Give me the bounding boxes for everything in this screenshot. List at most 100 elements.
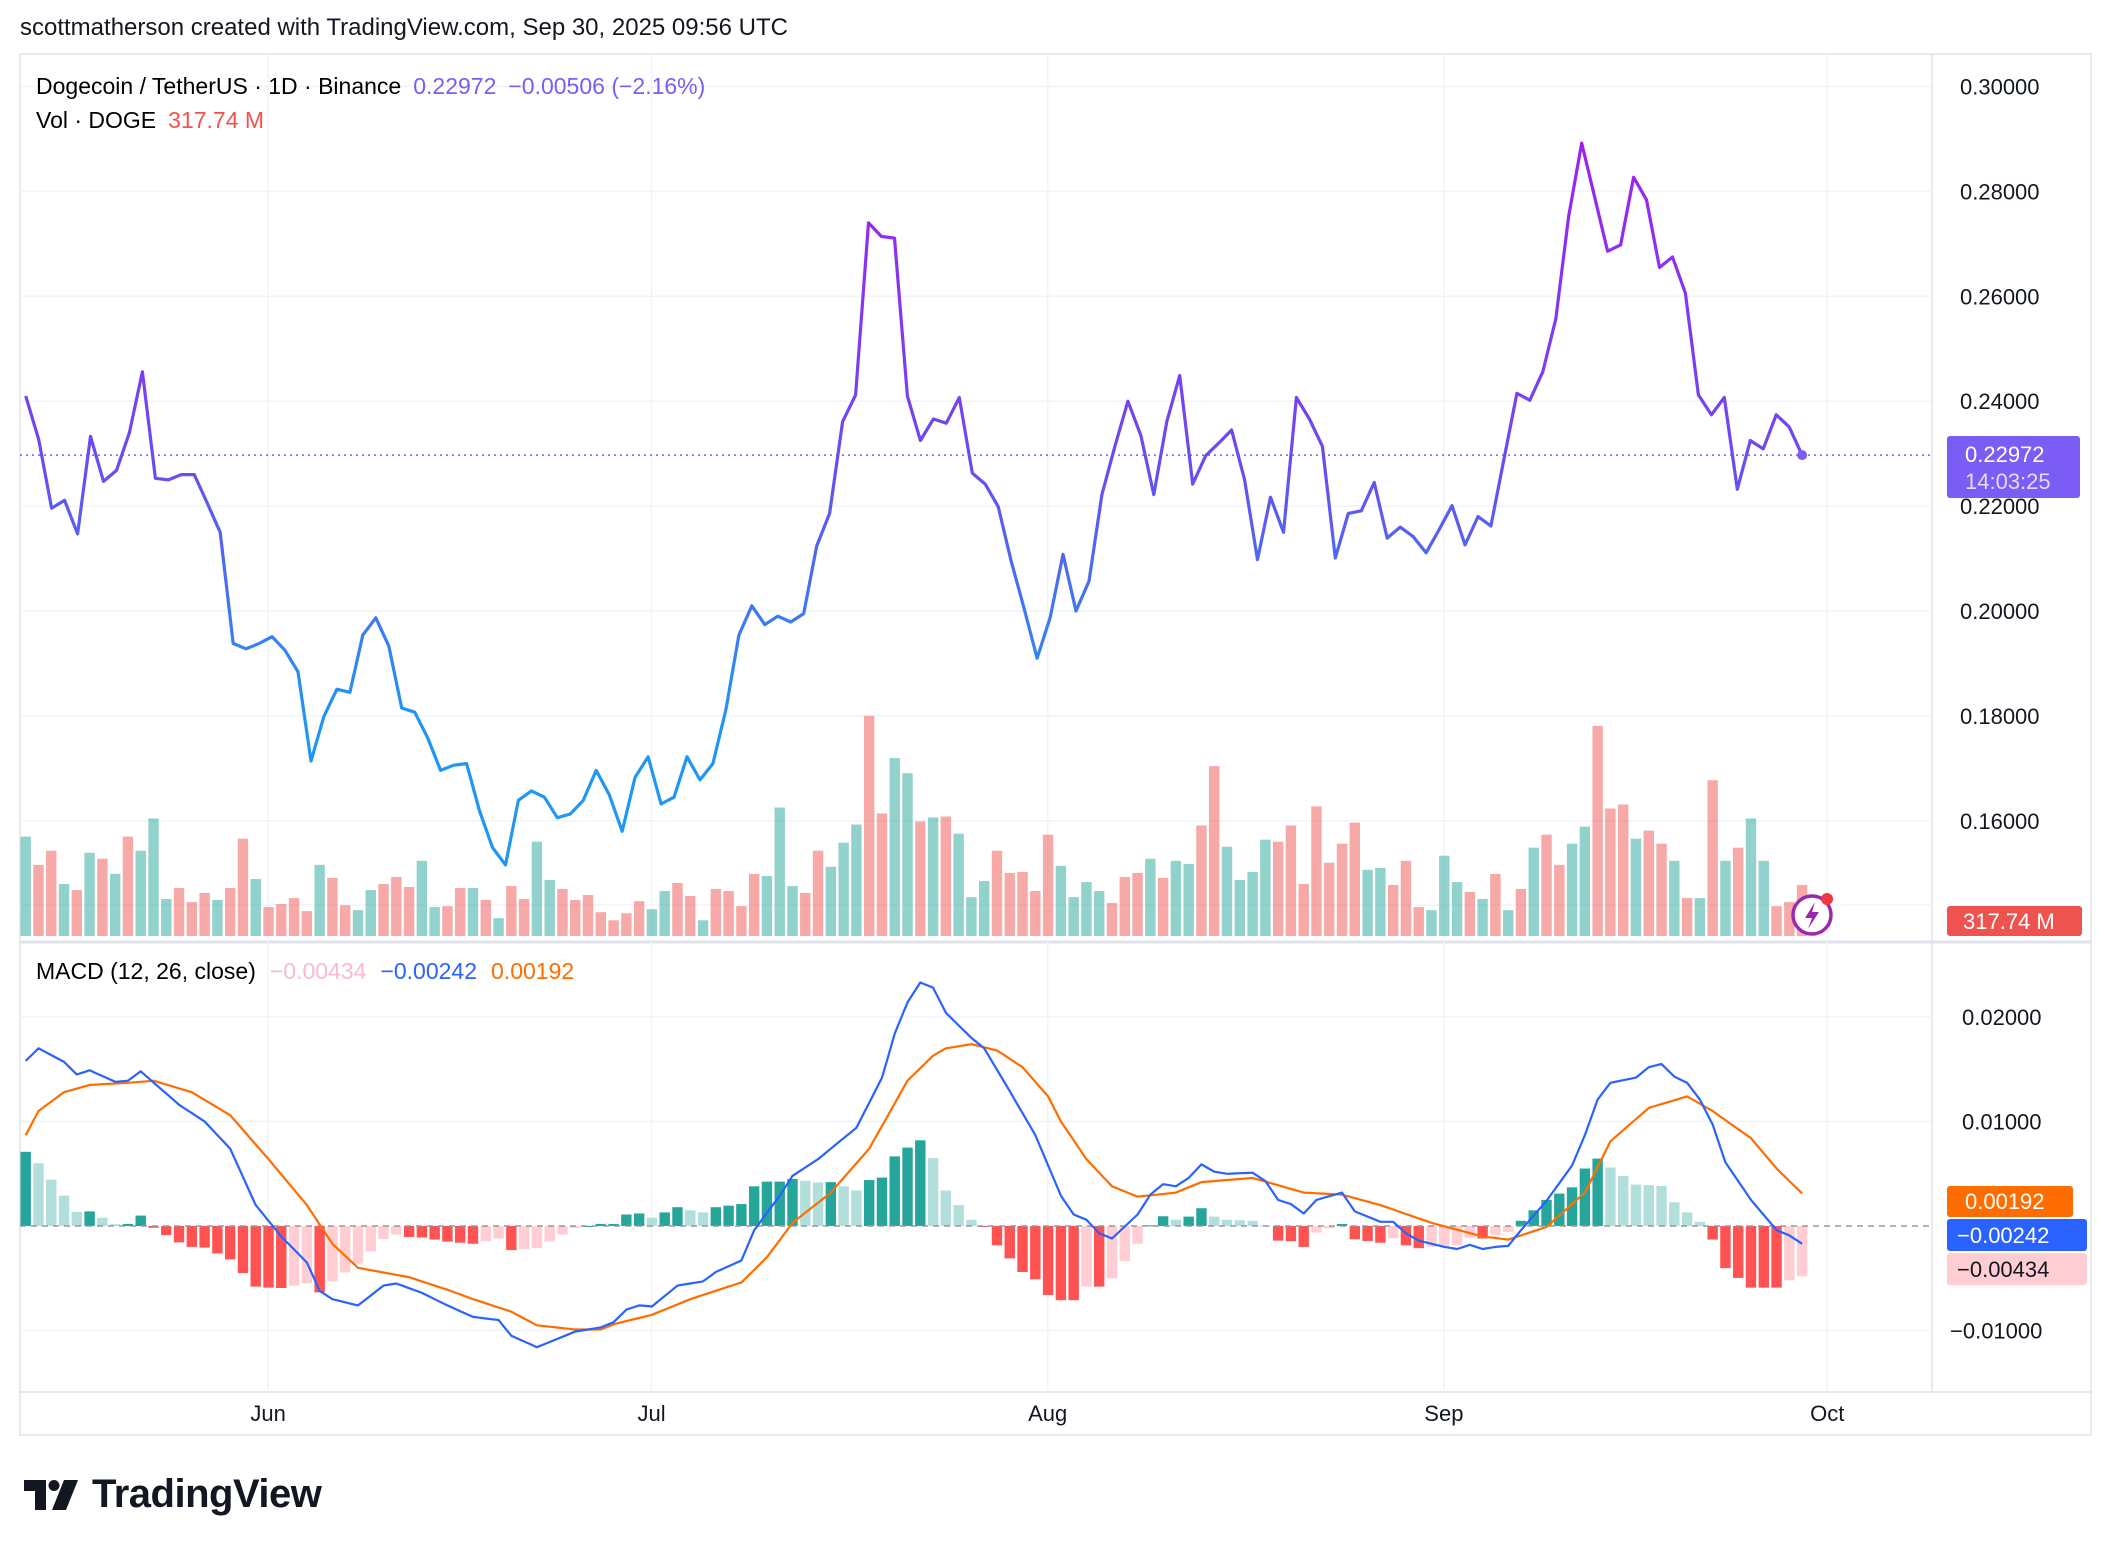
macd-histogram-bar [1566,1187,1578,1226]
volume-badge-value: 317.74 M [1963,909,2055,934]
volume-bar [876,813,888,936]
volume-bar [1477,899,1488,936]
volume-bar [518,899,530,936]
chart-area[interactable]: 0.30000 0.28000 0.26000 0.24000 0.22000 0.200… [0,0,2108,1460]
time-tick-label: Aug [1028,1401,1067,1426]
volume-bar [480,900,491,936]
macd-histogram-bar [1439,1226,1450,1247]
volume-bar [122,836,134,936]
macd-histogram-bar [20,1151,31,1226]
volume-bar [1707,780,1718,936]
volume-bar [1490,873,1501,936]
volume-bar [672,883,683,936]
macd-histogram-bar [902,1147,913,1226]
macd-histogram-bar [1796,1226,1808,1277]
volume-bar [97,858,108,936]
volume-bar [761,875,773,936]
volume-bar [455,887,466,936]
tradingview-logo[interactable]: TradingView [24,1472,322,1517]
volume-bar [1209,766,1220,936]
macd-histogram-bar [1068,1226,1079,1301]
volume-bar [1400,860,1412,936]
macd-histogram-bar [940,1190,952,1226]
macd-histogram-bar [685,1210,696,1226]
macd-histogram-bar [250,1226,261,1287]
volume-bar [697,920,709,936]
price-tick-label: 0.16000 [1960,809,2040,834]
macd-histogram-bar [991,1226,1003,1246]
volume-bar [1132,872,1143,936]
volume-bar [1669,860,1680,936]
volume-bar [953,833,964,936]
macd-histogram-bar [352,1226,364,1264]
macd-histogram-bar [825,1182,837,1226]
macd-histogram-bar [1451,1226,1463,1246]
macd-histogram-bar [1247,1220,1258,1226]
volume-bar [340,905,351,936]
volume-bar [1592,725,1603,936]
macd-histogram-bar [493,1226,504,1239]
tradingview-logo-icon [24,1479,78,1510]
volume-bar [1528,847,1539,936]
macd-histogram-bar [1234,1220,1245,1226]
macd-histogram-bar [1733,1226,1744,1278]
volume-bar [161,899,172,936]
macd-signal-value: 0.00192 [491,958,574,984]
volume-bar [288,898,300,936]
macd-histogram-bar [1413,1226,1424,1249]
volume-bar [365,890,376,936]
volume-bar [1758,860,1769,936]
macd-histogram-bar [1643,1185,1654,1226]
volume-bar [1362,869,1373,936]
price-tick-label: 0.30000 [1960,75,2040,100]
volume-bar [493,918,504,936]
macd-histogram-bar [544,1226,555,1242]
lightning-icon[interactable] [1791,893,1833,936]
volume-bar [20,836,31,936]
volume-bar [1324,862,1335,936]
volume-bar [1157,877,1169,936]
volume-bar [1771,906,1782,936]
volume-bar [863,715,875,936]
macd-histogram-bar [633,1213,645,1226]
macd-histogram-bar [1362,1226,1373,1241]
chart-frame [19,53,2092,1436]
volume-bar [659,891,670,936]
macd-histogram-bar [876,1177,888,1226]
macd-histogram-bar [621,1214,632,1226]
macd-histogram-bar [1541,1199,1552,1226]
volume-bar [1784,902,1795,936]
volume-bar [1145,858,1156,936]
volume-bar [812,850,824,936]
macd-histogram-bar [71,1211,83,1226]
volume-bar [1541,834,1552,936]
price-change: −0.00506 (−2.16%) [508,73,705,99]
macd-axis[interactable]: 0.02000 0.01000 −0.01000 [1950,1005,2042,1344]
volume-bar [1566,843,1578,936]
price-axis[interactable]: 0.30000 0.28000 0.26000 0.24000 0.22000 0.200… [1960,75,2040,834]
macd-histogram-bar [1477,1226,1488,1239]
volume-bar [1515,888,1527,936]
macd-histogram-bar [1502,1226,1514,1233]
macd-histogram-bar [1464,1226,1476,1238]
macd-histogram-bar [531,1226,543,1248]
volume-bar [1017,871,1028,936]
macd-histogram-bar [1157,1216,1169,1226]
volume-bar [1247,871,1258,936]
macd-histogram-bar [1720,1226,1731,1269]
macd-histogram-bar [109,1224,121,1226]
macd-histogram-bar [340,1226,351,1273]
macd-histogram-bar [595,1223,606,1226]
time-tick-label: Jun [250,1401,285,1426]
volume-bar [838,842,849,936]
time-tick-label: Sep [1424,1401,1463,1426]
macd-histogram-bar [1707,1226,1718,1240]
volume-bar [71,890,83,936]
volume-bar [1030,891,1041,936]
time-axis[interactable]: Jun Jul Aug Sep Oct [250,1401,1844,1426]
volume-bar [582,895,594,936]
volume-value: 317.74 M [168,107,264,133]
volume-bar [416,860,428,936]
price-tick-label: 0.26000 [1960,284,2040,309]
series-lines [24,141,1808,1349]
